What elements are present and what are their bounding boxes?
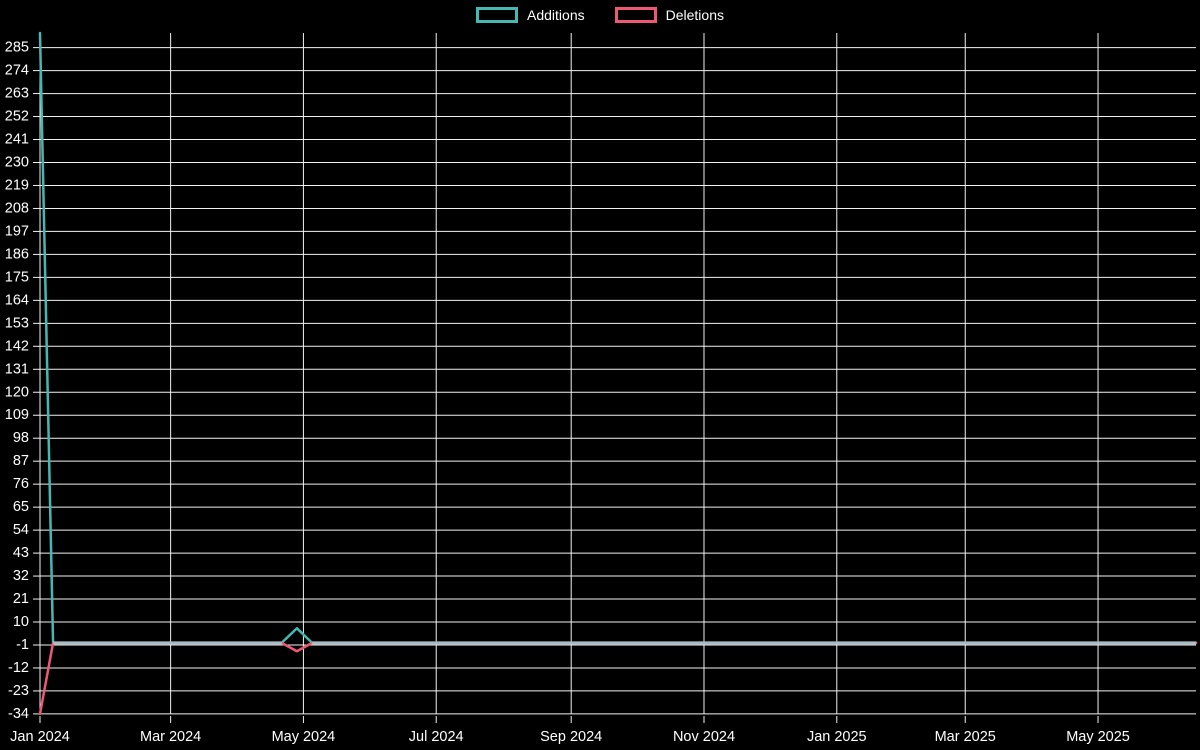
y-tick-label: 54 [13, 522, 29, 538]
y-tick-label: 241 [5, 132, 29, 148]
legend-swatch-icon [476, 7, 519, 23]
y-tick-label: -23 [8, 683, 29, 699]
y-tick-label: 109 [5, 407, 29, 423]
y-tick-label: 120 [5, 384, 29, 400]
tick-labels: Jan 2024 Mar 2024 May 2024 Jul 2024 Sep 2024… [5, 40, 1130, 745]
y-tick-label: 197 [5, 223, 29, 239]
y-tick-label: 252 [5, 109, 29, 125]
x-tick-label: Mar 2024 [140, 729, 201, 745]
legend-label: Deletions [665, 7, 724, 23]
y-tick-label: 208 [5, 200, 29, 216]
x-tick-label: Jul 2024 [409, 729, 464, 745]
x-tick-label: Nov 2024 [673, 729, 735, 745]
y-tick-label: 21 [13, 591, 29, 607]
legend-label: Additions [527, 7, 585, 23]
x-tick-label: Jan 2025 [807, 729, 867, 745]
y-tick-label: 43 [13, 545, 29, 561]
y-tick-label: 219 [5, 177, 29, 193]
tick-marks [33, 47, 1099, 723]
y-tick-label: 32 [13, 568, 29, 584]
x-tick-label: May 2025 [1066, 729, 1130, 745]
y-tick-label: 186 [5, 246, 29, 262]
y-tick-label: 274 [5, 63, 29, 79]
y-tick-label: 230 [5, 154, 29, 170]
series-line-additions [38, 31, 1198, 645]
y-tick-label: 87 [13, 453, 29, 469]
y-tick-label: -34 [8, 706, 29, 722]
y-tick-label: 164 [5, 292, 29, 308]
series-line-deletions [38, 641, 1198, 716]
y-tick-label: 76 [13, 476, 29, 492]
chart-legend: Additions Deletions [0, 7, 1200, 23]
legend-item-additions[interactable]: Additions [476, 7, 585, 23]
y-tick-label: 142 [5, 338, 29, 354]
y-tick-label: 65 [13, 499, 29, 515]
y-tick-label: 263 [5, 86, 29, 102]
x-tick-label: Mar 2025 [935, 729, 996, 745]
y-tick-label: 98 [13, 430, 29, 446]
y-tick-label: 285 [5, 40, 29, 56]
x-tick-label: Jan 2024 [10, 729, 70, 745]
x-tick-label: Sep 2024 [540, 729, 602, 745]
y-tick-label: 10 [13, 614, 29, 630]
y-tick-label: 131 [5, 361, 29, 377]
legend-swatch-icon [614, 7, 657, 23]
y-tick-label: -12 [8, 660, 29, 676]
legend-item-deletions[interactable]: Deletions [614, 7, 724, 23]
y-tick-label: 153 [5, 315, 29, 331]
gridlines [39, 33, 1196, 715]
x-tick-label: May 2024 [272, 729, 336, 745]
y-tick-label: 175 [5, 269, 29, 285]
y-tick-label: -1 [16, 637, 29, 653]
